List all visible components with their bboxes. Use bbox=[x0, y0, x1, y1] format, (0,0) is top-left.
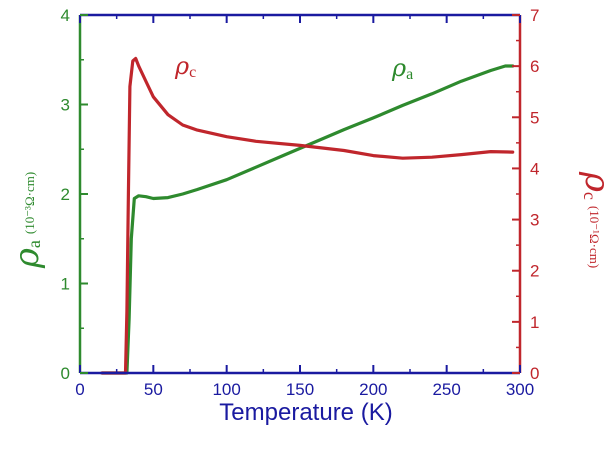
right-y-tick-label: 5 bbox=[530, 108, 539, 127]
right-y-tick-label: 2 bbox=[530, 262, 539, 281]
svg-text:ρc(10⁻¹Ω·cm): ρc (10⁻¹Ω·cm) bbox=[577, 171, 608, 268]
series-line-rho-c bbox=[100, 56, 515, 375]
right-y-tick-label: 7 bbox=[530, 6, 539, 25]
left-y-axis-label: ρa (10⁻³Ω·cm) bbox=[7, 172, 47, 269]
svg-text:ρa(10⁻³Ω·cm): ρa (10⁻³Ω·cm) bbox=[7, 172, 47, 269]
right-y-tick-label: 0 bbox=[530, 364, 539, 383]
x-tick-label: 100 bbox=[212, 380, 240, 399]
x-axis-label: Temperature (K) bbox=[219, 399, 392, 426]
series-line-rho-a bbox=[100, 64, 515, 375]
x-tick-label: 200 bbox=[359, 380, 387, 399]
right-y-tick-label: 1 bbox=[530, 313, 539, 332]
right-y-axis-label: ρc (10⁻¹Ω·cm) bbox=[577, 171, 608, 268]
left-y-label-sub: a bbox=[24, 240, 44, 248]
right-y-label-unit: (10⁻¹Ω·cm) bbox=[587, 206, 602, 268]
right-y-label-sub: c bbox=[580, 192, 600, 200]
x-tick-label: 300 bbox=[506, 380, 534, 399]
x-tick-label: 0 bbox=[75, 380, 84, 399]
left-y-tick-label: 1 bbox=[61, 275, 70, 294]
left-y-tick-label: 2 bbox=[61, 185, 70, 204]
left-y-label-symbol: ρ bbox=[7, 248, 47, 269]
x-tick-label: 50 bbox=[144, 380, 163, 399]
right-y-tick-label: 4 bbox=[530, 159, 539, 178]
annotation-rho-c: ρc bbox=[174, 52, 196, 81]
left-y-label-unit: (10⁻³Ω·cm) bbox=[22, 172, 37, 234]
left-y-tick-label: 4 bbox=[61, 6, 70, 25]
x-tick-label: 250 bbox=[432, 380, 460, 399]
left-y-tick-label: 3 bbox=[61, 96, 70, 115]
x-tick-label: 150 bbox=[286, 380, 314, 399]
left-y-tick-label: 0 bbox=[61, 364, 70, 383]
right-y-tick-label: 3 bbox=[530, 211, 539, 230]
annotation-rho-a: ρa bbox=[391, 54, 413, 83]
right-y-label-symbol: ρ bbox=[577, 171, 608, 192]
right-y-tick-label: 6 bbox=[530, 57, 539, 76]
